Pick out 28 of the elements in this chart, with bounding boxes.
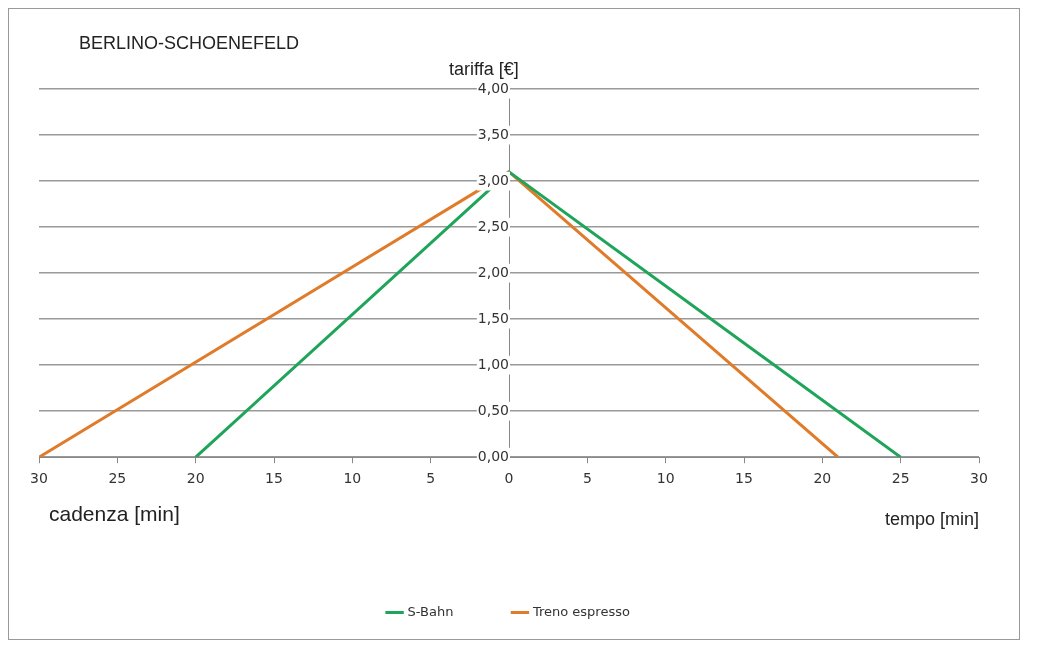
x-tick-label: 20 bbox=[186, 470, 205, 487]
y-tick-label: 3,50 bbox=[477, 125, 509, 142]
y-tick-label: 1,00 bbox=[477, 355, 509, 372]
x-tick-label: 0 bbox=[504, 470, 514, 487]
x-tick-label: 10 bbox=[343, 470, 362, 487]
x-tick-label: 15 bbox=[265, 470, 283, 487]
x-tick-label: 15 bbox=[735, 470, 753, 487]
x-axis-title: tempo [min] bbox=[884, 509, 979, 530]
y-tick-label: 1,50 bbox=[477, 309, 509, 326]
y-tick-label: 2,00 bbox=[477, 263, 509, 280]
legend-label: S-Bahn bbox=[407, 603, 454, 619]
y-axis-title: tariffa [€] bbox=[449, 59, 519, 79]
x-tick-label: 5 bbox=[582, 470, 592, 487]
legend-label: Treno espresso bbox=[531, 603, 630, 619]
x-tick-label: 25 bbox=[108, 470, 127, 487]
text: cadenza [min] bbox=[49, 502, 180, 526]
y-tick-label: 3,00 bbox=[477, 171, 509, 188]
x-tick-label: 20 bbox=[813, 470, 832, 487]
y-tick-label: 4,00 bbox=[477, 79, 509, 96]
x-tick-label: 30 bbox=[30, 470, 48, 487]
y-tick-label: 0,00 bbox=[477, 447, 509, 464]
y-tick-label: 0,50 bbox=[477, 401, 509, 418]
x-tick-label: 25 bbox=[891, 470, 910, 487]
x-tick-label: 5 bbox=[426, 470, 436, 487]
chart-title: BERLINO-SCHOENEFELD bbox=[79, 33, 300, 53]
x-tick-label: 30 bbox=[970, 470, 988, 487]
x-tick-label: 10 bbox=[656, 470, 675, 487]
y-tick-label: 2,50 bbox=[477, 217, 509, 234]
